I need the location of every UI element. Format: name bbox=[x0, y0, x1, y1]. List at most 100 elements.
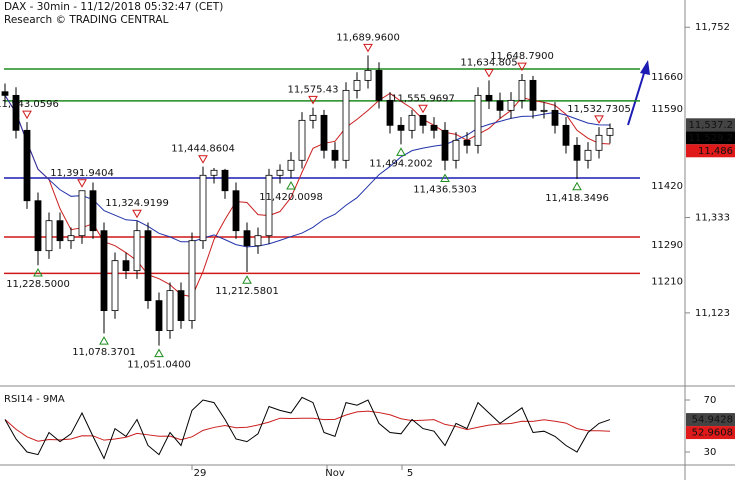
high-marker bbox=[308, 95, 318, 105]
rsi-line bbox=[4, 396, 611, 460]
rsi-box-label: 54.9428 bbox=[692, 415, 733, 426]
y-tick-label: 11,752 bbox=[695, 22, 730, 33]
candle-body bbox=[111, 260, 119, 312]
candle-body bbox=[199, 174, 207, 242]
candle-body bbox=[375, 69, 383, 101]
low-label: 11,212.5801 bbox=[215, 286, 279, 297]
candle-body bbox=[133, 230, 141, 272]
high-label: 11,634.805 bbox=[460, 57, 517, 68]
candle-body bbox=[298, 119, 306, 161]
candle-body bbox=[89, 190, 97, 232]
candle-body bbox=[243, 230, 251, 247]
candle-body bbox=[122, 260, 130, 272]
candle-body bbox=[100, 230, 108, 312]
price-box-label: 11,486 bbox=[698, 146, 733, 157]
high-marker bbox=[77, 179, 87, 188]
x-tick-label: Nov bbox=[325, 468, 345, 479]
level-label: 11660 bbox=[651, 72, 683, 83]
low-marker bbox=[99, 336, 109, 345]
candle-body bbox=[507, 99, 515, 111]
candle-body bbox=[265, 174, 273, 237]
low-marker bbox=[396, 147, 406, 156]
high-label: 11,532.7305 bbox=[567, 104, 631, 115]
high-marker bbox=[418, 104, 428, 114]
candle-body bbox=[430, 124, 438, 131]
candle-body bbox=[56, 220, 64, 242]
candle-body bbox=[408, 114, 416, 131]
candle-body bbox=[67, 235, 75, 242]
candle-body bbox=[188, 240, 196, 322]
candle-body bbox=[452, 139, 460, 161]
candle-body bbox=[562, 124, 570, 146]
candle-body bbox=[166, 290, 174, 331]
candle-body bbox=[606, 128, 614, 136]
rsi-box-label: 52.9608 bbox=[692, 428, 733, 439]
low-label: 11,078.3701 bbox=[72, 347, 136, 358]
x-tick-label: 5 bbox=[407, 468, 413, 479]
x-tick-label: 29 bbox=[194, 468, 207, 479]
moving-average bbox=[4, 95, 611, 248]
price-box bbox=[686, 131, 735, 145]
rsi-box bbox=[686, 413, 735, 427]
price-box bbox=[686, 144, 735, 158]
level-label: 11590 bbox=[651, 104, 683, 115]
candle-body bbox=[177, 290, 185, 322]
price-box bbox=[686, 118, 735, 132]
high-marker bbox=[517, 62, 527, 72]
rsi-title: RSI14 - 9MA bbox=[4, 394, 65, 405]
rsi-ma bbox=[4, 410, 611, 442]
high-marker bbox=[484, 68, 494, 78]
low-label: 11,420.0098 bbox=[259, 192, 323, 203]
high-label: 11,324.9199 bbox=[105, 198, 169, 209]
candle-body bbox=[45, 220, 53, 252]
low-marker bbox=[286, 181, 296, 190]
candle-body bbox=[210, 169, 218, 176]
candle-body bbox=[232, 190, 240, 232]
candle-body bbox=[34, 200, 42, 252]
high-marker bbox=[22, 110, 32, 120]
candle-body bbox=[386, 99, 394, 126]
low-label: 11,051.0400 bbox=[127, 360, 191, 371]
candle-body bbox=[342, 89, 350, 161]
low-label: 11,418.3496 bbox=[545, 193, 609, 204]
candle-body bbox=[144, 230, 152, 302]
high-label: 11,543.0596 bbox=[0, 99, 59, 110]
rsi-tick-label: 70 bbox=[704, 395, 717, 406]
low-marker bbox=[242, 275, 252, 284]
price-box-label: 11,529.2 bbox=[688, 133, 733, 144]
candle-body bbox=[309, 114, 317, 121]
candle-body bbox=[518, 79, 526, 101]
high-label: 11,648.7900 bbox=[490, 51, 554, 62]
candle-body bbox=[540, 109, 548, 112]
price-box-label: 11,537.2 bbox=[688, 120, 733, 131]
y-tick-label: 11,123 bbox=[695, 308, 730, 319]
y-tick-label: 11,333 bbox=[695, 213, 730, 224]
candle-body bbox=[584, 149, 592, 161]
rsi-tick-label: 30 bbox=[704, 447, 717, 458]
chart-subtitle: Research © TRADING CENTRAL bbox=[4, 14, 169, 26]
high-label: 11,689.9600 bbox=[336, 32, 400, 43]
low-marker bbox=[33, 267, 43, 277]
level-label: 11290 bbox=[651, 240, 683, 251]
rsi-box bbox=[686, 426, 735, 440]
low-marker bbox=[440, 173, 450, 183]
level-label: 11420 bbox=[651, 181, 683, 192]
high-label: 11,391.9404 bbox=[50, 168, 114, 179]
candle-body bbox=[1, 91, 9, 96]
candle-body bbox=[78, 190, 86, 237]
low-marker bbox=[572, 181, 582, 191]
low-label: 11,494.2002 bbox=[369, 158, 433, 169]
high-label: 11,555.9697 bbox=[391, 93, 455, 104]
chart-title: DAX - 30min - 11/12/2018 05:32:47 (CET) bbox=[4, 1, 223, 13]
candle-body bbox=[573, 144, 581, 161]
low-marker bbox=[154, 348, 164, 358]
candle-body bbox=[419, 114, 427, 126]
candle-body bbox=[463, 139, 471, 146]
high-marker bbox=[198, 155, 208, 164]
trend-arrow bbox=[627, 60, 650, 126]
candle-body bbox=[485, 94, 493, 102]
high-label: 11,575.43 bbox=[288, 84, 339, 95]
candle-body bbox=[595, 134, 603, 151]
candle-body bbox=[12, 94, 20, 131]
